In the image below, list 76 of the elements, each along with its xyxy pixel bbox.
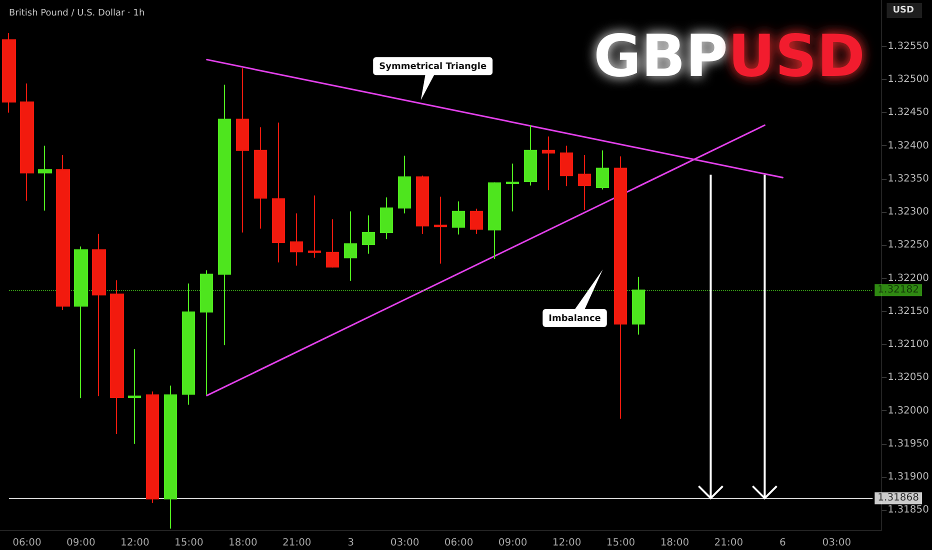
- x-tick-label: 03:00: [390, 538, 420, 548]
- candlestick: [380, 196, 393, 240]
- candlestick: [416, 175, 429, 234]
- candlestick: [110, 280, 124, 434]
- x-tick-label: 06:00: [12, 538, 42, 548]
- candlestick: [578, 154, 591, 211]
- candlestick: [218, 84, 231, 346]
- candlestick: [146, 391, 159, 504]
- candlestick: [542, 136, 555, 191]
- y-tick-label: 1.32200: [888, 272, 930, 284]
- x-tick-label: 09:00: [498, 538, 528, 548]
- y-tick-label: 1.31950: [888, 438, 930, 450]
- x-tick-label: 15:00: [606, 538, 636, 548]
- candlestick: [254, 126, 267, 230]
- candlestick: [434, 196, 447, 264]
- candlestick: [56, 154, 70, 311]
- candlestick: [560, 145, 573, 187]
- x-tick-label: 6: [780, 538, 786, 548]
- x-tick-label: 21:00: [714, 538, 744, 548]
- x-tick-label: 18:00: [228, 538, 258, 548]
- x-tick-label: 03:00: [822, 538, 852, 548]
- candlestick: [20, 82, 34, 202]
- ref-line-label: 1.32182: [878, 284, 920, 296]
- x-tick-label: 18:00: [660, 538, 690, 548]
- ref-line-label: 1.31868: [878, 492, 920, 504]
- x-tick-label: 3: [348, 538, 354, 548]
- y-tick-label: 1.31900: [888, 472, 930, 482]
- candlestick: [614, 156, 627, 420]
- candlestick: [326, 218, 339, 268]
- speech-bubble: Imbalance: [542, 269, 607, 327]
- y-tick-label: 1.32550: [888, 40, 930, 52]
- x-tick-label: 06:00: [444, 538, 474, 548]
- candlestick: [182, 283, 195, 406]
- candlestick: [38, 145, 52, 212]
- y-tick-label: 1.32250: [888, 240, 930, 251]
- candlestick: [452, 200, 465, 236]
- candlestick: [74, 246, 88, 399]
- y-tick-label: 1.32350: [888, 173, 930, 184]
- y-axis-title: USD: [892, 6, 914, 16]
- x-tick-label: 21:00: [282, 538, 312, 548]
- y-tick-label: 1.32100: [888, 339, 930, 350]
- candlestick: [164, 385, 177, 530]
- y-tick-label: 1.31850: [888, 504, 930, 516]
- y-tick-label: 1.32500: [888, 74, 930, 85]
- candlestick: [308, 194, 321, 258]
- candlestick: [488, 182, 501, 260]
- candlestick: [398, 155, 411, 214]
- candlestick: [470, 208, 483, 234]
- speech-bubble: Symmetrical Triangle: [373, 57, 493, 100]
- candlestick: [596, 150, 609, 190]
- y-tick-label: 1.32050: [888, 372, 930, 384]
- y-tick-label: 1.32450: [888, 107, 930, 118]
- x-tick-label: 09:00: [66, 538, 96, 548]
- y-tick-label: 1.32400: [888, 140, 930, 152]
- candlestick: [524, 124, 537, 186]
- candlestick: [362, 214, 375, 254]
- chart-title: GBPUSD: [594, 22, 865, 90]
- x-tick-label: 12:00: [552, 538, 582, 548]
- y-tick-label: 1.32000: [888, 405, 930, 416]
- candlestick: [632, 276, 645, 336]
- candlestick: [92, 233, 106, 397]
- candlestick: [2, 32, 16, 114]
- y-tick-label: 1.32150: [888, 306, 930, 317]
- candlestick: [272, 122, 285, 263]
- candlestick: [200, 270, 213, 396]
- candlestick: [506, 163, 519, 212]
- annotation: Imbalance: [548, 314, 601, 324]
- x-tick-label: 15:00: [174, 538, 204, 548]
- y-tick-label: 1.32300: [888, 206, 930, 218]
- candlestick: [236, 68, 249, 234]
- candlestick: [290, 212, 303, 266]
- annotation: Symmetrical Triangle: [379, 62, 487, 72]
- text: British Pound / U.S. Dollar · 1h: [9, 8, 145, 18]
- x-tick-label: 12:00: [120, 538, 150, 548]
- candlestick: [128, 348, 141, 444]
- candlestick: [344, 210, 357, 282]
